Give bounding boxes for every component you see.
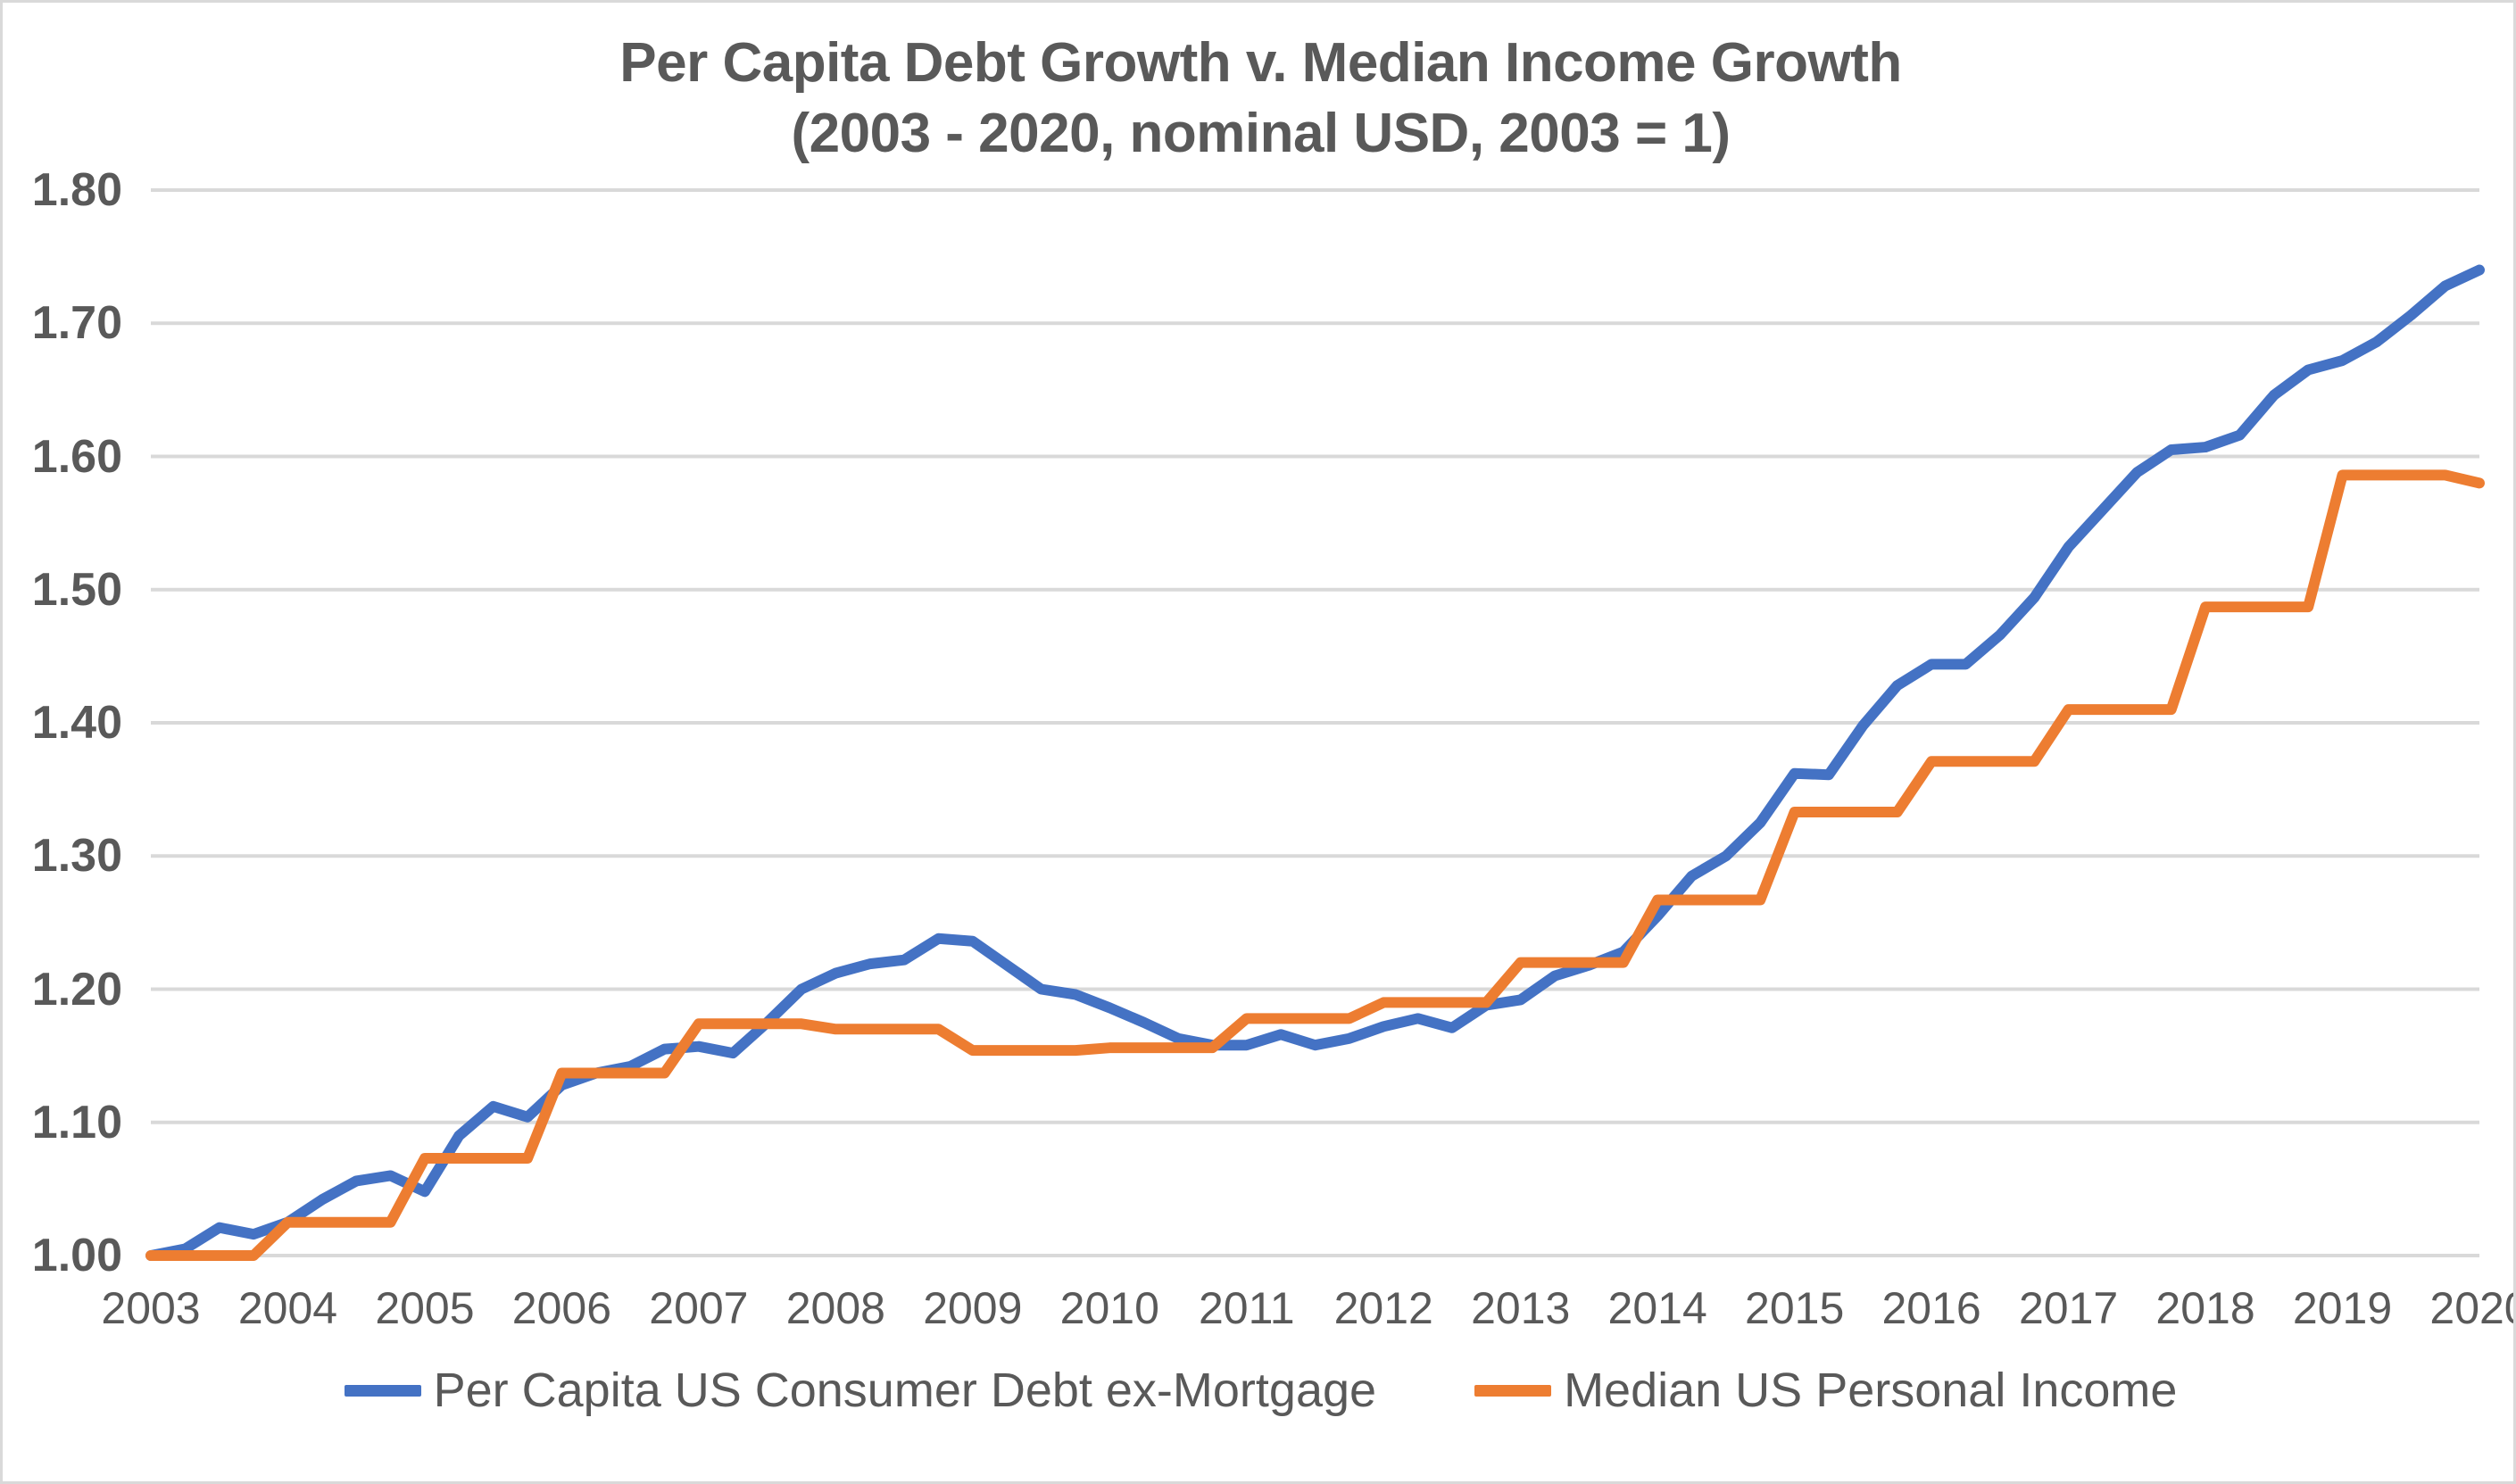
series-lines-group xyxy=(145,264,2485,1261)
y-axis-tick-label: 1.60 xyxy=(31,430,122,483)
legend-color-swatch xyxy=(344,1384,421,1397)
x-axis-tick-label: 2006 xyxy=(511,1283,612,1333)
x-axis-tick-label: 2011 xyxy=(1198,1283,1295,1333)
y-axis-tick-label: 1.70 xyxy=(31,297,122,350)
y-axis-tick-labels: 1.80 1.70 1.60 1.50 1.40 1.30 1.20 1.10 1.00 xyxy=(3,3,2513,1481)
chart-title-line-1: Per Capita Debt Growth v. Median Income … xyxy=(619,32,1902,94)
x-axis-tick-label: 2016 xyxy=(1881,1283,1981,1333)
y-axis-tick-label: 1.80 xyxy=(31,164,122,216)
y-axis-tick-label: 1.40 xyxy=(31,697,122,749)
x-axis-tick-label: 2004 xyxy=(237,1283,338,1333)
y-axis-tick-label: 1.00 xyxy=(31,1230,122,1281)
x-axis-tick-label: 2012 xyxy=(1333,1283,1433,1333)
y-axis-tick-label: 1.50 xyxy=(31,563,122,616)
plot-area xyxy=(3,3,2513,1481)
legend-entry[interactable]: Per Capita US Consumer Debt ex-Mortgage xyxy=(344,1363,1377,1418)
x-axis-tick-label: 2015 xyxy=(1745,1283,1845,1333)
legend-label: Median US Personal Income xyxy=(1564,1364,2178,1417)
x-axis-tick-label: 2007 xyxy=(649,1283,749,1333)
x-axis-tick-label: 2018 xyxy=(2155,1283,2255,1333)
series-line-income xyxy=(145,469,2485,1261)
chart-title: Per Capita Debt Growth v. Median Income … xyxy=(3,28,2513,170)
y-axis-tick-label: 1.10 xyxy=(31,1096,122,1148)
series-line-debt xyxy=(145,264,2485,1261)
y-axis-tick-label: 1.30 xyxy=(31,830,122,883)
x-axis-tick-label: 2014 xyxy=(1607,1283,1707,1333)
legend-color-swatch xyxy=(1474,1384,1552,1397)
x-axis-tick-label: 2020 xyxy=(2429,1283,2513,1333)
x-axis-tick-label: 2013 xyxy=(1471,1283,1571,1333)
x-axis-tick-label: 2017 xyxy=(2018,1283,2119,1333)
chart-plot-svg xyxy=(145,188,2485,1261)
x-axis-tick-label: 2008 xyxy=(785,1283,885,1333)
legend-label: Per Capita US Consumer Debt ex-Mortgage xyxy=(433,1364,1377,1417)
chart-legend: Per Capita US Consumer Debt ex-Mortgage M… xyxy=(3,1363,2513,1418)
legend-entry[interactable]: Median US Personal Income xyxy=(1474,1363,2177,1418)
x-axis-tick-label: 2009 xyxy=(923,1283,1023,1333)
chart-title-line-2: (2003 - 2020, nominal USD, 2003 = 1) xyxy=(791,103,1731,165)
x-axis-tick-label: 2005 xyxy=(375,1283,475,1333)
x-axis-tick-label: 2003 xyxy=(101,1283,201,1333)
x-axis-tick-label: 2019 xyxy=(2292,1283,2393,1333)
x-axis-tick-label: 2010 xyxy=(1059,1283,1159,1333)
y-axis-tick-label: 1.20 xyxy=(31,963,122,1016)
